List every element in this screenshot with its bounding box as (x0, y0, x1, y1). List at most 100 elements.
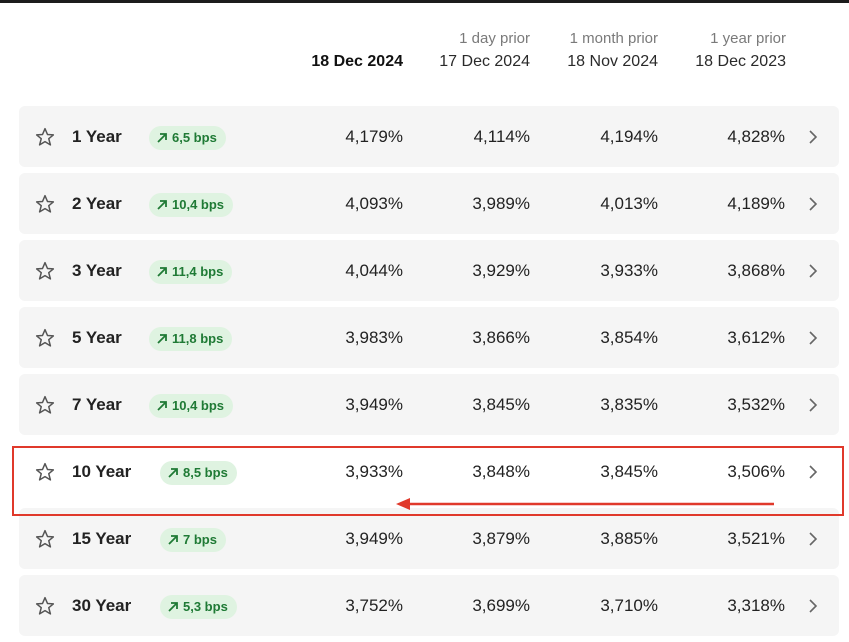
change-value: 8,5 bps (183, 465, 228, 480)
table-row[interactable]: 15 Year 7 bps 3,949% 3,879% 3,885% 3,521% (19, 508, 839, 569)
arrow-up-right-icon (156, 128, 168, 152)
tenor-label: 7 Year (72, 395, 122, 414)
table-row[interactable]: 10 Year 8,5 bps 3,933% 3,848% 3,845% 3,506% (19, 441, 839, 502)
column-header-sub: 1 day prior (459, 30, 530, 47)
yield-current: 3,983% (345, 328, 403, 347)
change-badge: 8,5 bps (160, 461, 237, 485)
yield-1-day-prior: 3,845% (472, 395, 530, 414)
tenor-label: 1 Year (72, 127, 122, 146)
tenor-label: 15 Year (72, 529, 132, 548)
chevron-right-icon[interactable] (807, 398, 819, 412)
column-header-1-day-prior[interactable]: 1 day prior 17 Dec 2024 (380, 28, 530, 74)
yield-current: 3,752% (345, 596, 403, 615)
yield-1-day-prior: 4,114% (473, 127, 530, 146)
star-outline-icon[interactable] (35, 596, 55, 616)
yield-1-month-prior: 3,885% (600, 529, 658, 548)
chevron-right-icon[interactable] (807, 130, 819, 144)
yield-1-year-prior: 3,318% (727, 596, 785, 615)
yield-1-day-prior: 3,699% (472, 596, 530, 615)
column-header-date: 18 Dec 2023 (695, 53, 786, 70)
yield-1-day-prior: 3,989% (472, 194, 530, 213)
change-badge: 5,3 bps (160, 595, 237, 619)
chevron-right-icon[interactable] (807, 465, 819, 479)
star-outline-icon[interactable] (35, 395, 55, 415)
yield-1-year-prior: 3,868% (727, 261, 785, 280)
table-row[interactable]: 1 Year 6,5 bps 4,179% 4,114% 4,194% 4,828% (19, 106, 839, 167)
chevron-right-icon[interactable] (807, 532, 819, 546)
yield-1-day-prior: 3,866% (472, 328, 530, 347)
arrow-up-right-icon (156, 329, 168, 353)
top-border (0, 0, 849, 3)
yield-1-month-prior: 3,710% (600, 596, 658, 615)
change-value: 6,5 bps (172, 130, 217, 145)
tenor-label: 2 Year (72, 194, 122, 213)
yield-1-day-prior: 3,848% (472, 462, 530, 481)
change-badge: 11,8 bps (149, 327, 233, 353)
arrow-up-right-icon (156, 195, 168, 219)
arrow-up-right-icon (167, 597, 179, 621)
yield-1-year-prior: 3,612% (727, 328, 785, 347)
yield-1-month-prior: 3,933% (600, 261, 658, 280)
chevron-right-icon[interactable] (807, 197, 819, 211)
change-value: 11,8 bps (172, 331, 224, 346)
change-value: 7 bps (183, 532, 217, 547)
yield-table: 1 Year 6,5 bps 4,179% 4,114% 4,194% 4,828% 2 Y… (19, 106, 839, 642)
star-outline-icon[interactable] (35, 127, 55, 147)
change-badge: 10,4 bps (149, 193, 234, 219)
table-row[interactable]: 5 Year 11,8 bps 3,983% 3,866% 3,854% 3,612% (19, 307, 839, 368)
yield-current: 3,949% (345, 395, 403, 414)
change-badge: 10,4 bps (149, 394, 234, 420)
yield-1-day-prior: 3,879% (472, 529, 530, 548)
chevron-right-icon[interactable] (807, 264, 819, 278)
yield-current: 4,093% (345, 194, 403, 213)
star-outline-icon[interactable] (35, 261, 55, 281)
chevron-right-icon[interactable] (807, 599, 819, 613)
yield-1-month-prior: 4,013% (600, 194, 658, 213)
table-row[interactable]: 3 Year 11,4 bps 4,044% 3,929% 3,933% 3,868% (19, 240, 839, 301)
column-header-sub: 1 month prior (569, 30, 658, 47)
arrow-up-right-icon (156, 262, 168, 286)
change-value: 10,4 bps (172, 197, 225, 212)
yield-current: 3,933% (345, 462, 403, 481)
yield-1-year-prior: 3,521% (727, 529, 785, 548)
arrow-up-right-icon (167, 530, 179, 554)
star-outline-icon[interactable] (35, 194, 55, 214)
column-header-date: 17 Dec 2024 (439, 53, 530, 70)
column-header-sub: 1 year prior (710, 30, 786, 47)
change-badge: 6,5 bps (149, 126, 226, 150)
yield-current: 4,044% (345, 261, 403, 280)
column-header-current[interactable]: 18 Dec 2024 (253, 28, 403, 74)
table-row[interactable]: 7 Year 10,4 bps 3,949% 3,845% 3,835% 3,532% (19, 374, 839, 435)
change-value: 11,4 bps (172, 264, 224, 279)
chevron-right-icon[interactable] (807, 331, 819, 345)
yield-1-year-prior: 3,532% (727, 395, 785, 414)
change-value: 10,4 bps (172, 398, 225, 413)
yield-1-month-prior: 4,194% (600, 127, 658, 146)
column-header-date: 18 Nov 2024 (567, 53, 658, 70)
column-header-1-month-prior[interactable]: 1 month prior 18 Nov 2024 (508, 28, 658, 74)
yield-current: 4,179% (345, 127, 403, 146)
change-value: 5,3 bps (183, 599, 228, 614)
arrow-up-right-icon (167, 463, 179, 487)
tenor-label: 30 Year (72, 596, 132, 615)
star-outline-icon[interactable] (35, 462, 55, 482)
column-header-date: 18 Dec 2024 (311, 53, 403, 70)
yield-1-year-prior: 4,189% (727, 194, 785, 213)
column-header-1-year-prior[interactable]: 1 year prior 18 Dec 2023 (636, 28, 786, 74)
tenor-label: 5 Year (72, 328, 122, 347)
yield-1-month-prior: 3,854% (600, 328, 658, 347)
star-outline-icon[interactable] (35, 328, 55, 348)
table-row[interactable]: 30 Year 5,3 bps 3,752% 3,699% 3,710% 3,318% (19, 575, 839, 636)
yield-1-year-prior: 3,506% (727, 462, 785, 481)
tenor-label: 10 Year (72, 462, 132, 481)
yield-1-day-prior: 3,929% (472, 261, 530, 280)
yield-1-month-prior: 3,835% (600, 395, 658, 414)
tenor-label: 3 Year (72, 261, 122, 280)
table-header: 18 Dec 2024 1 day prior 17 Dec 2024 1 mo… (0, 28, 849, 84)
arrow-up-right-icon (156, 396, 168, 420)
change-badge: 11,4 bps (149, 260, 233, 286)
table-row[interactable]: 2 Year 10,4 bps 4,093% 3,989% 4,013% 4,189% (19, 173, 839, 234)
star-outline-icon[interactable] (35, 529, 55, 549)
yield-current: 3,949% (345, 529, 403, 548)
yield-1-year-prior: 4,828% (727, 127, 785, 146)
